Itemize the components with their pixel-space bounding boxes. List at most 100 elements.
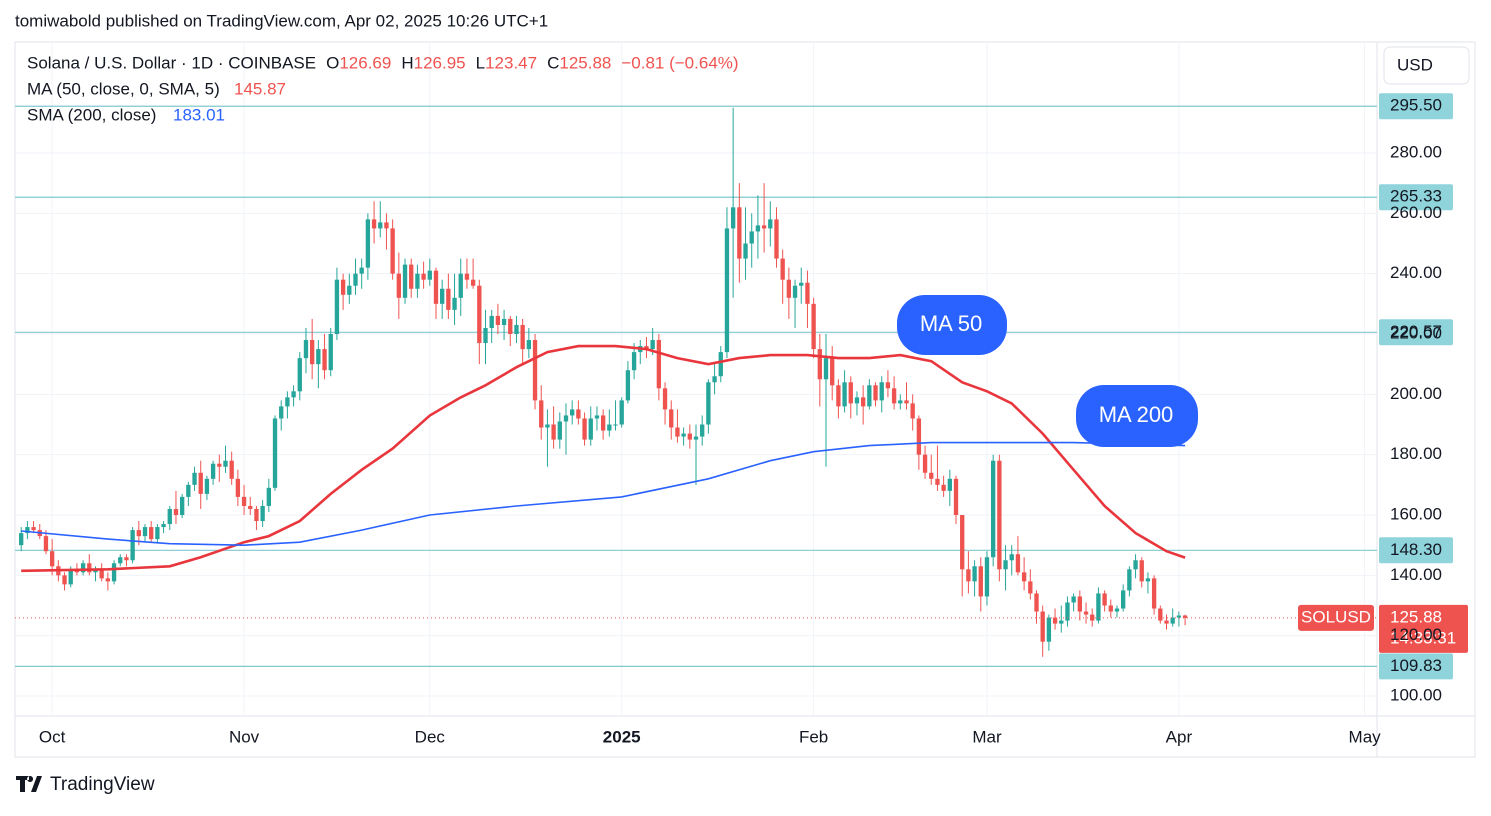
candle-body: [316, 349, 321, 365]
legend-item: 123.47: [485, 53, 537, 72]
candle-body: [681, 433, 686, 437]
candle-body: [470, 279, 476, 286]
candle-body: [916, 418, 922, 455]
candle-body: [1040, 611, 1045, 642]
candle-body: [155, 527, 160, 540]
legend-item: −0.81 (−0.64%): [621, 53, 738, 72]
currency-button[interactable]: [1383, 46, 1470, 85]
candle-body: [619, 400, 624, 425]
candle-body: [433, 270, 439, 304]
candle-body: [105, 578, 111, 582]
y-tick-label: 220.00: [1390, 323, 1442, 342]
candle-body: [557, 421, 562, 440]
level-label: 265.33: [1390, 187, 1442, 206]
candle-body: [1151, 578, 1157, 609]
candle-body: [334, 279, 340, 335]
candle-body: [520, 324, 525, 350]
candle-body: [198, 472, 203, 494]
candle-body: [87, 563, 92, 573]
x-tick-label: Nov: [229, 727, 260, 746]
candle-body: [545, 424, 550, 428]
legend-item: 125.88: [559, 53, 611, 72]
candle-body: [1176, 615, 1182, 618]
candle-body: [984, 557, 990, 597]
candle-body: [149, 527, 154, 540]
candle-body: [446, 288, 451, 310]
candle-body: [279, 406, 284, 419]
candle-body: [768, 219, 773, 229]
level-tag: [1379, 93, 1453, 120]
level-label: 295.50: [1390, 96, 1442, 115]
candle-body: [80, 563, 86, 573]
candle-body: [594, 415, 600, 419]
frame: [14, 41, 1476, 758]
candle-body: [415, 273, 420, 289]
level-tag: [1379, 653, 1453, 680]
candle-body: [836, 385, 841, 407]
ma50-legend: MA (50, close, 0, SMA, 5): [27, 79, 220, 98]
candle-body: [118, 557, 123, 564]
y-tick-label: 160.00: [1390, 504, 1442, 523]
candle-body: [613, 424, 618, 426]
candle-body: [706, 382, 711, 425]
candle-body: [811, 303, 816, 350]
candle-body: [359, 267, 364, 274]
candle-body: [1102, 593, 1107, 606]
candle-body: [266, 487, 271, 506]
candle-body: [322, 349, 327, 371]
candle-body: [830, 358, 835, 386]
annotation-bubble: [1076, 385, 1198, 447]
ticker-tag: [1298, 604, 1374, 631]
y-tick-label: 120.00: [1390, 625, 1442, 644]
candle-body: [464, 273, 470, 280]
candle-body: [1009, 554, 1014, 561]
annotation-bubble: [897, 295, 1007, 355]
candle-body: [396, 273, 402, 298]
candle-body: [730, 207, 736, 229]
candle-body: [662, 388, 668, 410]
candle-body: [49, 551, 55, 567]
candle-body: [365, 219, 371, 268]
candle-body: [761, 225, 767, 229]
level-tag: [1379, 184, 1453, 211]
candle-body: [972, 566, 977, 582]
candle-body: [68, 569, 73, 585]
candle-body: [1114, 608, 1120, 612]
candle-body: [421, 273, 426, 280]
candle-body: [848, 382, 853, 404]
candle-body: [260, 505, 265, 522]
candle-body: [966, 569, 971, 582]
level-label: 109.83: [1390, 656, 1442, 675]
candle-body: [576, 409, 581, 419]
candle-body: [43, 536, 49, 552]
ticker: SOLUSD: [1301, 607, 1371, 626]
candle-body: [997, 460, 1002, 570]
candle-body: [19, 533, 24, 546]
candle-body: [805, 282, 810, 304]
candle-body: [1034, 593, 1039, 612]
candle-body: [390, 228, 395, 274]
level-tag: [1379, 319, 1453, 346]
candle-body: [1170, 617, 1175, 624]
candle-body: [31, 527, 36, 531]
ma-line: [21, 441, 1186, 547]
candle-body: [204, 478, 210, 494]
candle-body: [378, 222, 383, 229]
candle-body: [644, 346, 649, 350]
candle-body: [817, 349, 822, 380]
level-label: 148.30: [1390, 540, 1442, 559]
countdown: 14:33:31: [1390, 628, 1456, 647]
candle-body: [786, 279, 792, 298]
candle-body: [712, 376, 717, 383]
candle-body: [501, 318, 507, 325]
x-tick-label: 2025: [603, 727, 641, 746]
candle-body: [340, 279, 346, 295]
candle-body: [1059, 620, 1064, 624]
candle-body: [867, 385, 872, 407]
currency[interactable]: USD: [1397, 55, 1433, 74]
candle-body: [631, 352, 637, 371]
candle-body: [539, 400, 544, 428]
candle-body: [1077, 596, 1083, 612]
candle-body: [718, 352, 723, 377]
